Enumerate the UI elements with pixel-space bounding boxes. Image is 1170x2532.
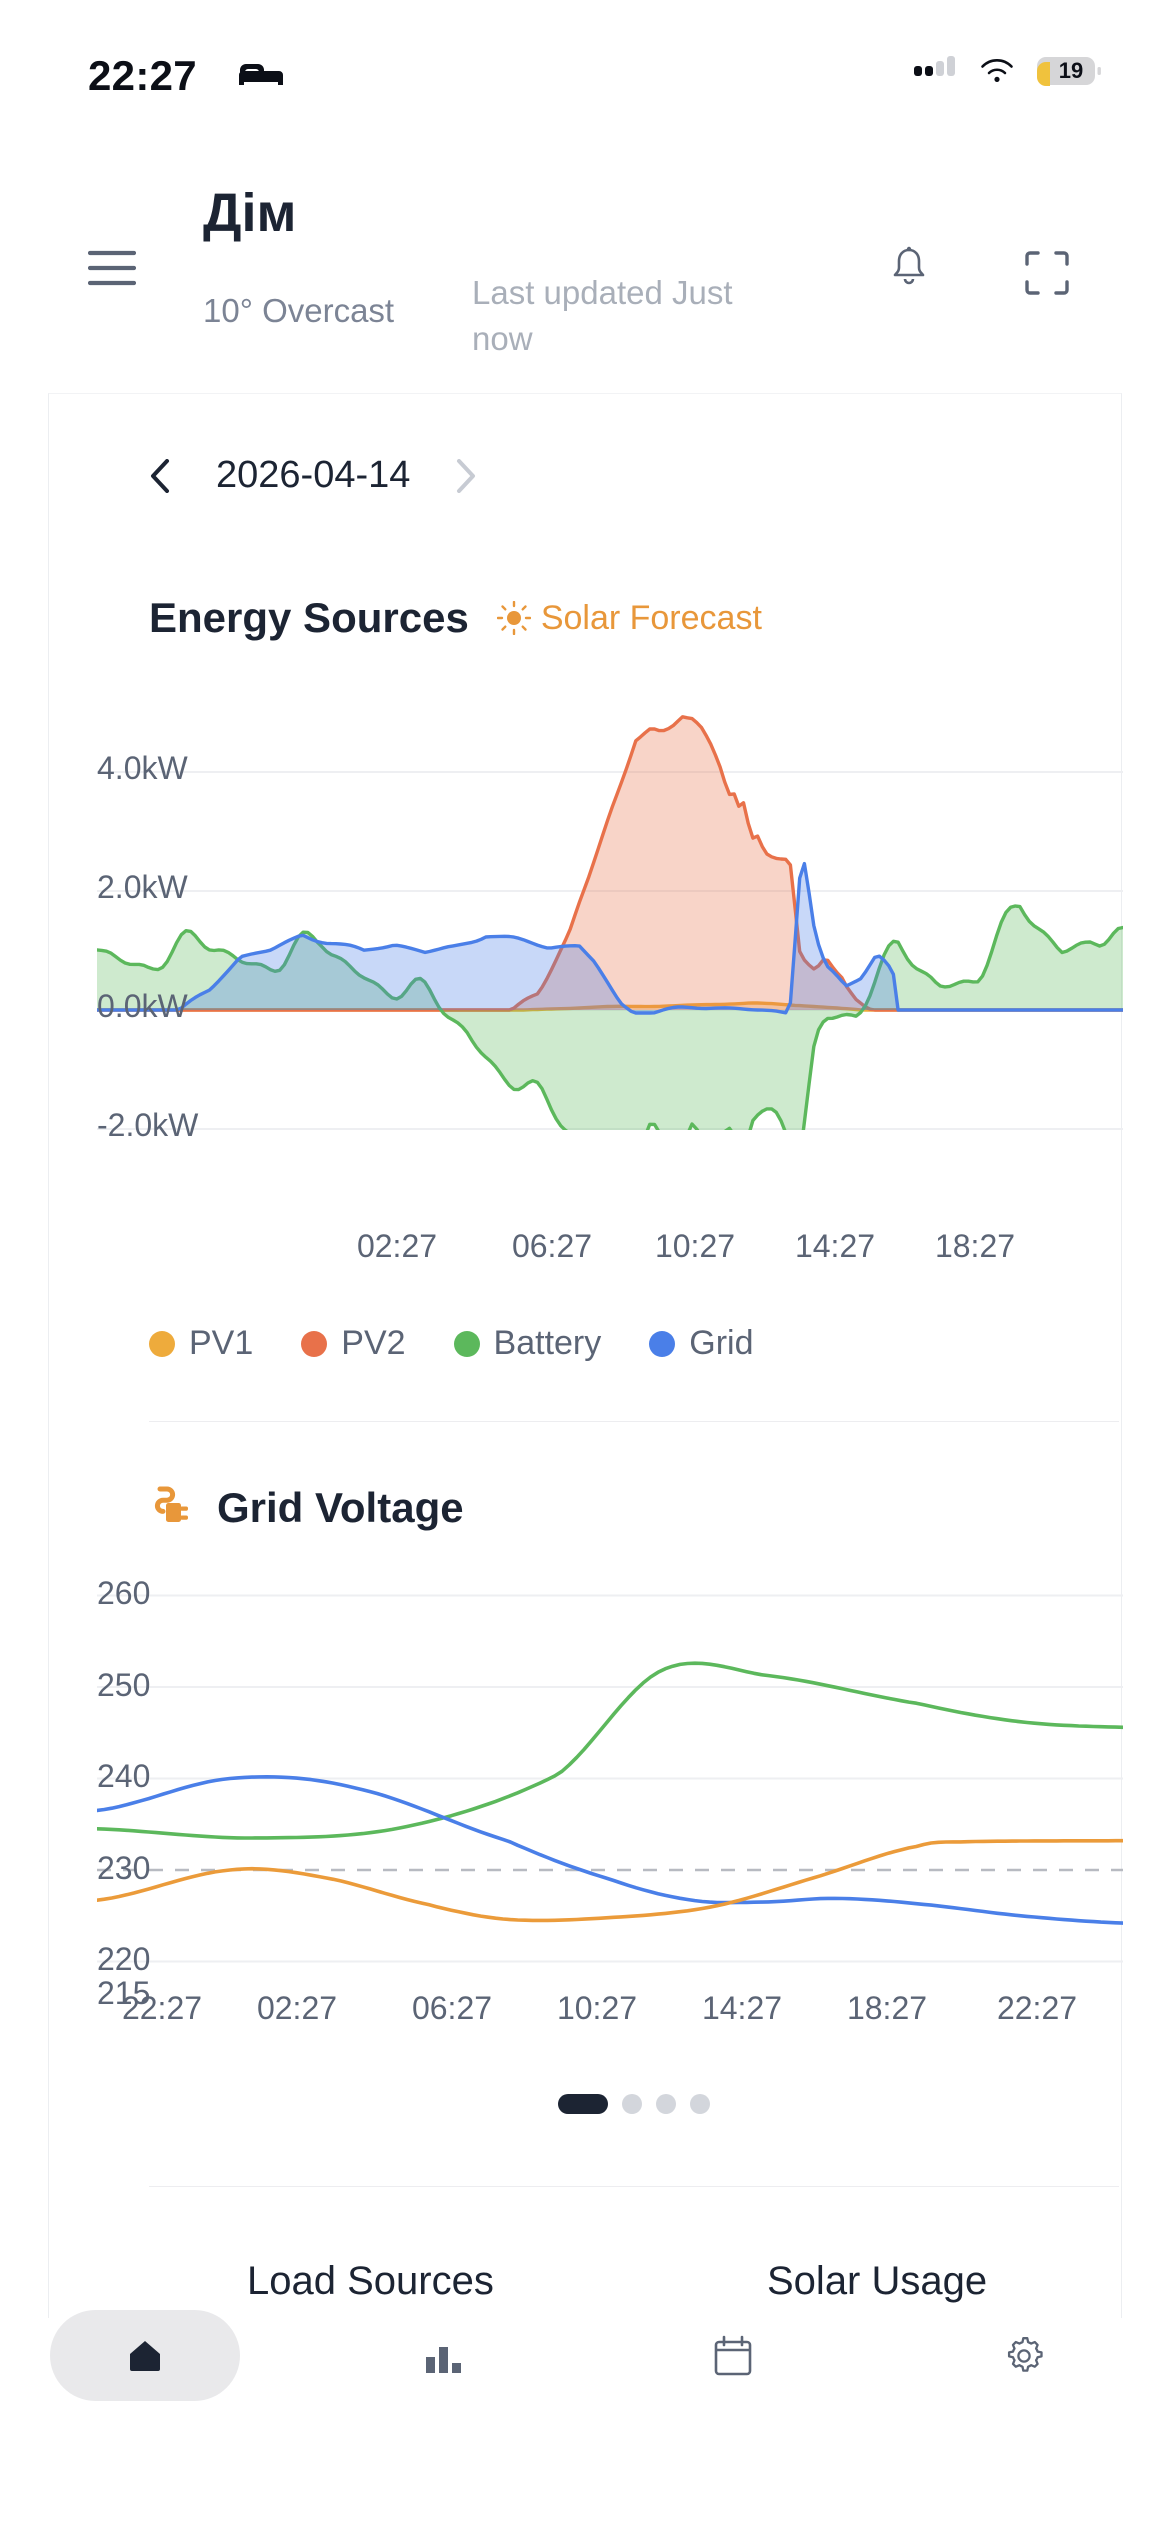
svg-text:19: 19: [1059, 58, 1083, 83]
